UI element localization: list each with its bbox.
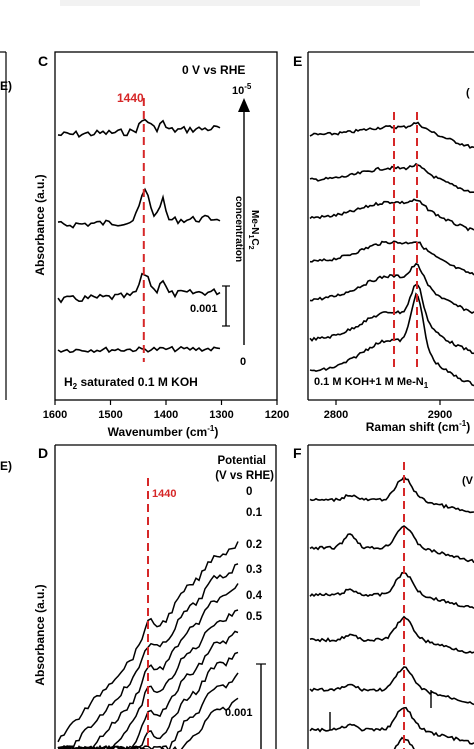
panel-e-series-line: [309, 262, 474, 314]
panel-f-right-edge: (V: [462, 475, 474, 487]
panel-d-legend-title-2: (V vs RHE): [215, 470, 274, 482]
panel-c-series-line: [57, 187, 221, 229]
panel-c-series-line: [57, 345, 221, 354]
panel-f-series-line: [309, 571, 474, 609]
cropped-caption: [60, 0, 420, 6]
panel-c-arrow-top-label: 10-5: [232, 82, 252, 97]
panel-e-x-tick-label: 2800: [324, 409, 348, 421]
panel-e-series-line: [309, 162, 474, 194]
panel-f-series: [309, 475, 474, 749]
panel-d-potential-label: 0.1: [246, 507, 263, 519]
panel-c-series-line: [57, 118, 221, 138]
panel-c-arrow-head: [238, 98, 250, 112]
panel-c-arrow-axis-label: Me-N1C2: [247, 210, 260, 250]
panel-c-series-line: [57, 272, 221, 304]
panel-e-xlabel: Raman shift (cm-1): [366, 419, 470, 434]
panel-e-footer: 0.1 M KOH+1 M Me-N1: [314, 376, 429, 390]
panel-c-x-axis: 1600 1500 1400 1300 1200: [43, 400, 289, 421]
panel-c-title: 0 V vs RHE: [182, 63, 245, 77]
panel-c-x-tick-label: 1200: [265, 409, 289, 421]
panel-f-series-line: [309, 475, 474, 514]
panel-c-letter: C: [38, 53, 48, 69]
panel-d-potential-label: 0: [246, 486, 252, 498]
panel-f-series-line: [309, 615, 474, 654]
panel-d-potential-label: 0.5: [246, 611, 263, 623]
panel-f: F (V: [293, 444, 474, 749]
panel-d-marker-label: 1440: [152, 488, 176, 500]
panel-f-series-line: [309, 525, 474, 564]
panel-d-series-line: [57, 697, 239, 749]
panel-d-legend-title-1: Potential: [217, 455, 266, 467]
panel-d-potential-label: 0.3: [246, 564, 262, 576]
panel-d: D Absorbance (a.u.) Potential (V vs RHE)…: [33, 444, 277, 749]
panel-d-letter: D: [38, 445, 48, 461]
panel-c: C 0 V vs RHE Absorbance (a.u.) 1440 10-5…: [33, 51, 289, 439]
panel-c-series: [57, 118, 221, 354]
panel-e-series: [309, 121, 474, 387]
panel-e-x-axis: 280029003000: [324, 400, 452, 421]
panel-c-arrow-bottom-label: 0: [240, 356, 246, 368]
panel-c-x-tick-label: 1500: [98, 409, 122, 421]
panel-e-series-line: [309, 283, 474, 355]
panel-c-footer: H2 saturated 0.1 M KOH: [64, 375, 198, 391]
panel-c-marker-label: 1440: [117, 91, 144, 105]
panel-e-series-line: [309, 121, 474, 149]
panel-d-potential-label: 0.2: [246, 539, 262, 551]
panel-d-scale-label: 0.001: [225, 707, 253, 719]
panel-f-series-line: [393, 736, 415, 749]
panel-c-x-tick-label: 1600: [43, 409, 67, 421]
panel-c-scale-label: 0.001: [190, 303, 218, 315]
panel-d-potential-labels: 0 0.1 0.2 0.3 0.4 0.5: [246, 486, 263, 623]
panel-c-ylabel: Absorbance (a.u.): [33, 174, 47, 275]
panel-e: E ( 0.1 M KOH+1 M Me-N1 280029003000 Ram…: [293, 51, 474, 434]
panel-f-series-line: [309, 706, 474, 745]
panel-c-x-tick-label: 1400: [154, 409, 178, 421]
panel-d-series-line: [60, 563, 239, 749]
panel-e-letter: E: [293, 53, 302, 69]
panel-e-series-line: [309, 198, 474, 232]
panel-c-x-tick-label: 1300: [209, 409, 233, 421]
panel-d-series-line: [58, 630, 239, 749]
panel-d-series-line: [57, 541, 239, 743]
panel-e-series-line: [309, 240, 474, 276]
panel-c-xlabel: Wavenumber (cm-1): [108, 424, 219, 439]
panel-f-series-line: [309, 666, 474, 706]
panel-c-arrow-axis-label-2: concentration: [233, 196, 244, 262]
panel-d-potential-label: 0.4: [246, 590, 263, 602]
left-edge-label-bottom: E): [0, 459, 12, 473]
panel-e-x-tick-label: 2900: [428, 409, 452, 421]
panel-e-series-line: [309, 292, 474, 387]
panel-f-letter: F: [293, 445, 302, 461]
panel-d-ylabel: Absorbance (a.u.): [33, 584, 47, 685]
panel-e-right-edge: (: [466, 87, 470, 99]
